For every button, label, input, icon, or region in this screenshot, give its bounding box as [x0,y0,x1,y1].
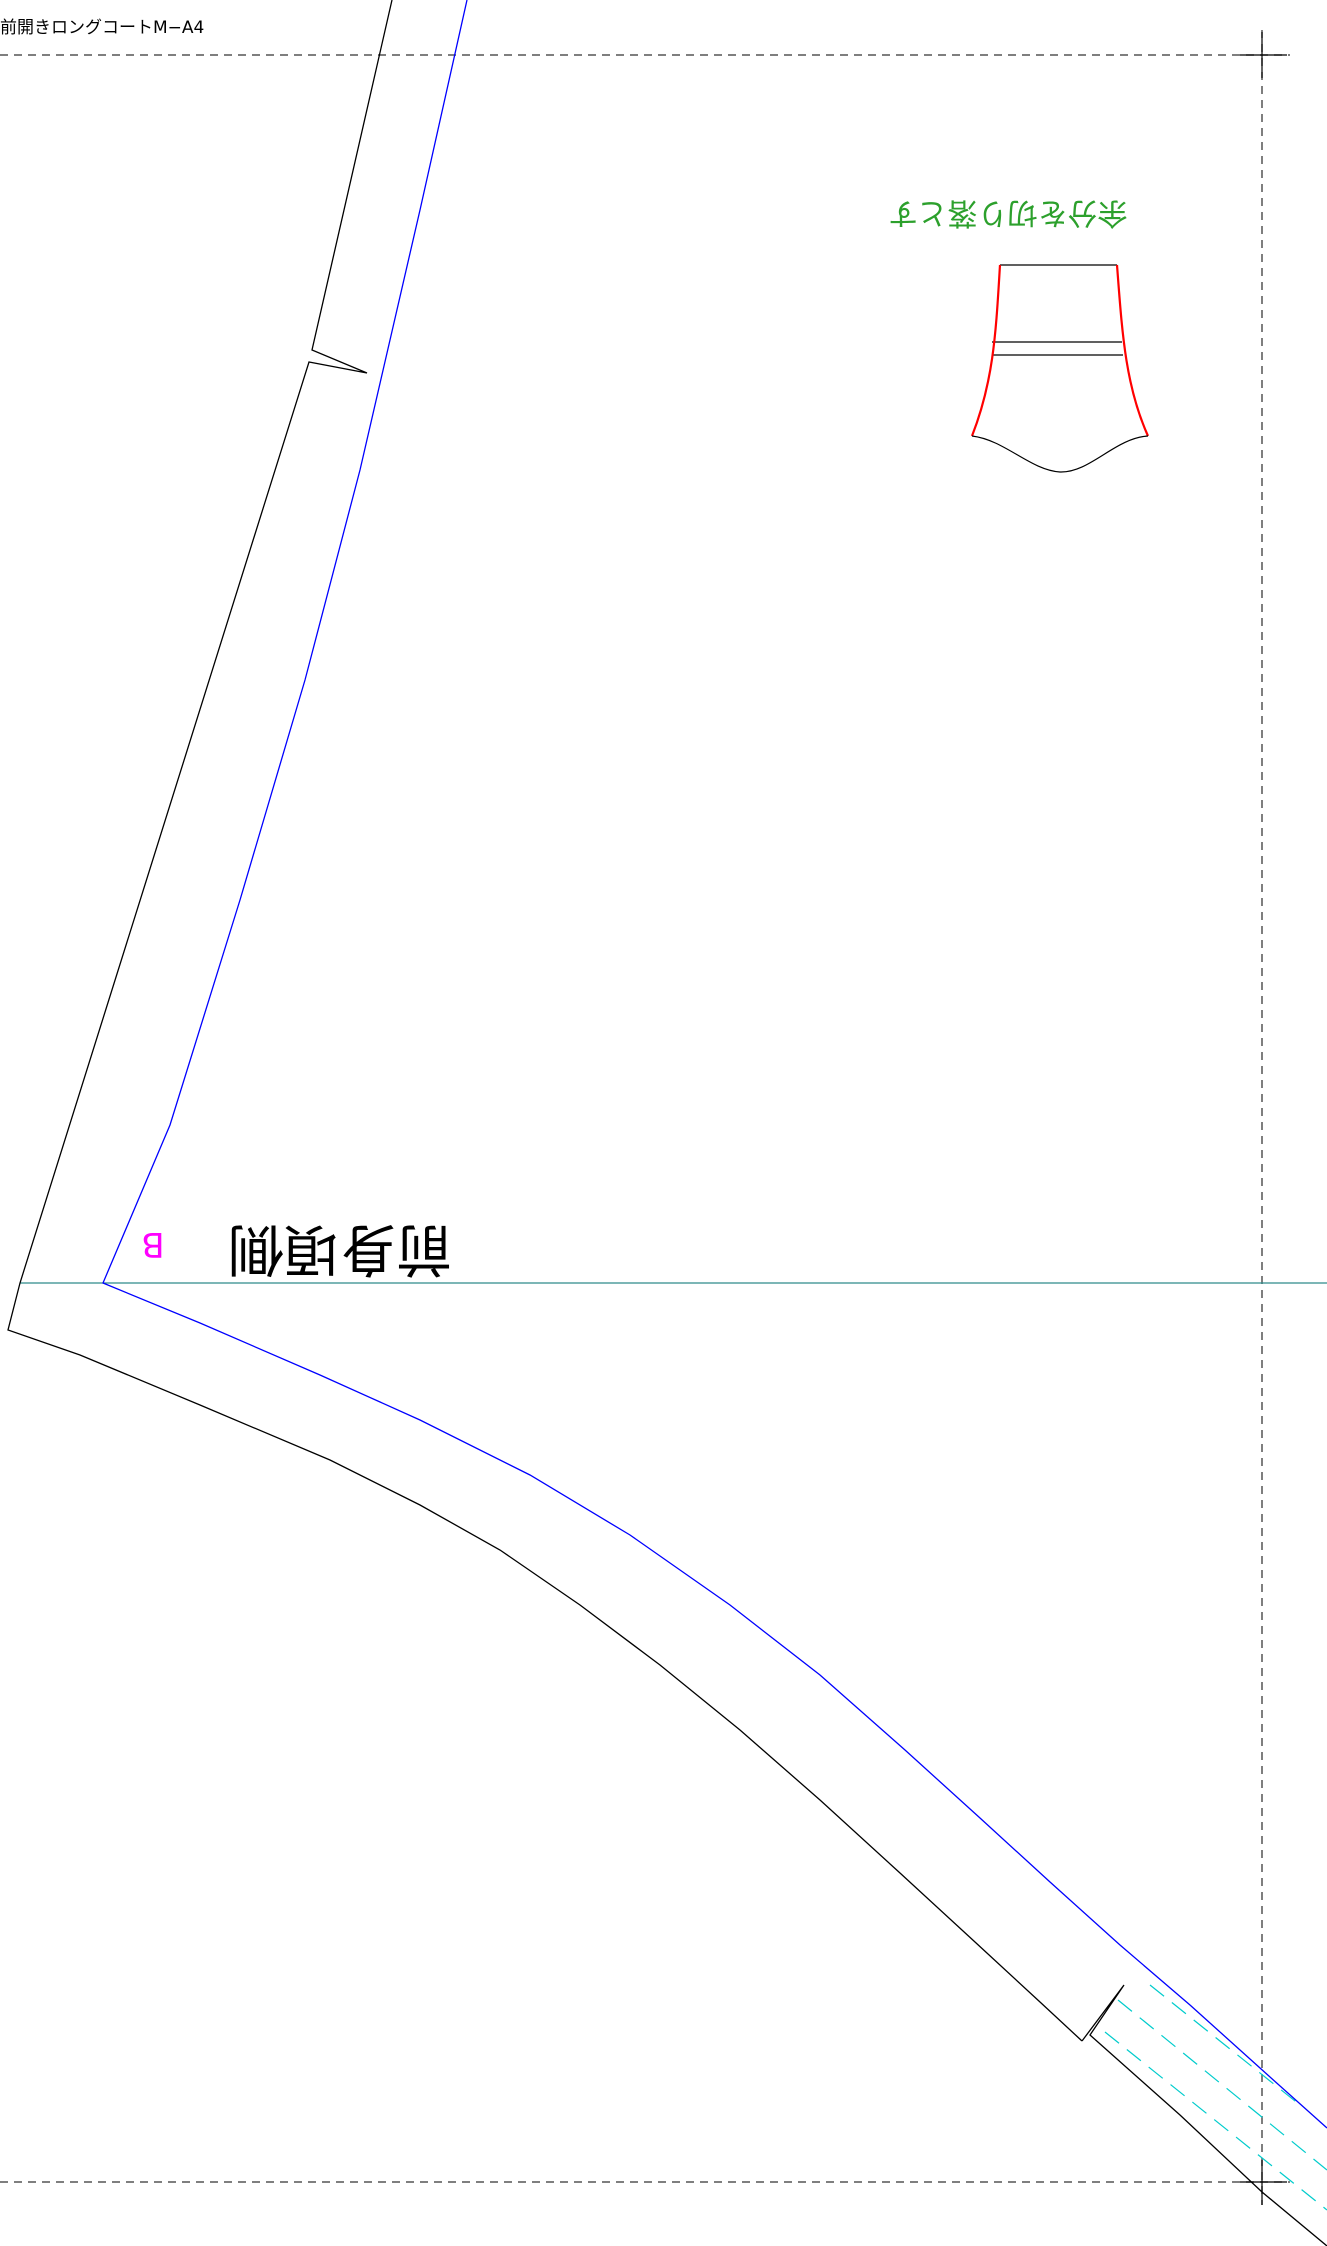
trim-note-text: 余分を切り落とす [888,195,1127,230]
seam-line-inner [102,0,1327,2129]
page-title: 前開きロングコートM−A4 [0,18,205,38]
crosshair-top-right [1240,32,1287,78]
cut-line-outer-lower [1081,1984,1327,2246]
piece-name-text: 前身頃側 [228,1216,452,1281]
overlap-dash-lines [1104,1984,1327,2211]
marker-b: B [141,1224,164,1264]
cut-line-outer [7,0,1083,2042]
trim-diagram [970,264,1150,473]
crosshair-bottom-right [1240,2160,1287,2205]
